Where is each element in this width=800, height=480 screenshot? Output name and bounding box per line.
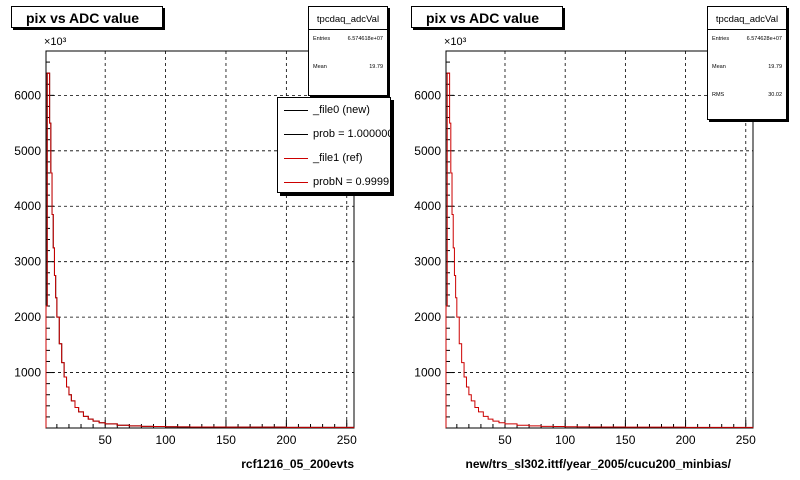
y-tick-label: 4000	[14, 199, 41, 213]
left-stats-entries-label: Entries	[313, 36, 331, 42]
legend-entry-prob: prob = 1.000000	[278, 122, 390, 146]
x-tick-label: 200	[276, 433, 296, 447]
x-tick-label: 250	[736, 433, 756, 447]
right-stats-entries-label: Entries	[712, 36, 730, 42]
x-tick-label: 50	[498, 433, 512, 447]
left-plot-title-text: pix vs ADC value	[26, 10, 140, 26]
x-tick-label: 50	[99, 433, 113, 447]
right-stats-mean: Mean 19.79	[708, 58, 786, 86]
left-stats-box: tpcdaq_adcVal Entries 6.574618e+07 Mean …	[308, 6, 388, 96]
left-stats-entries: Entries 6.574618e+07	[309, 30, 387, 58]
left-x-axis-title: rcf1216_05_200evts	[241, 457, 354, 471]
y-tick-label: 5000	[414, 144, 441, 158]
right-stats-rms-label: RMS	[712, 92, 725, 98]
left-stats-mean: Mean 19.79	[309, 58, 387, 86]
right-stats-entries-value: 6.574628e+07	[746, 36, 782, 42]
left-stats-mean-value: 19.79	[369, 64, 383, 70]
x-tick-label: 150	[216, 433, 236, 447]
y-tick-label: 4000	[414, 199, 441, 213]
legend-label-probn: probN = 0.999910	[313, 176, 390, 188]
right-stats-mean-label: Mean	[712, 64, 726, 70]
legend-line-file0	[284, 109, 308, 111]
legend-entry-file0: _file0 (new)	[278, 98, 390, 122]
right-plot-title: pix vs ADC value	[411, 6, 563, 28]
left-stats-entries-value: 6.574618e+07	[347, 36, 383, 42]
x-tick-label: 150	[615, 433, 635, 447]
legend-line-probn	[284, 181, 308, 183]
legend-label-prob: prob = 1.000000	[313, 128, 391, 140]
legend-line-file1	[284, 157, 308, 159]
right-x-axis-title: new/trs_sl302.ittf/year_2005/cucu200_min…	[466, 457, 731, 471]
left-stats-mean-label: Mean	[313, 64, 327, 70]
legend-label-file1: _file1 (ref)	[313, 152, 363, 164]
left-x-axis-title-text: rcf1216_05_200evts	[241, 457, 354, 471]
right-stats-name: tpcdaq_adcVal	[708, 7, 786, 30]
legend-entry-probn: probN = 0.999910	[278, 170, 390, 192]
y-multiplier-label: ×10³	[444, 36, 467, 48]
right-plot-title-text: pix vs ADC value	[426, 10, 540, 26]
y-tick-label: 6000	[414, 88, 441, 102]
right-stats-entries: Entries 6.574628e+07	[708, 30, 786, 58]
y-tick-label: 1000	[14, 366, 41, 380]
right-stats-rms: RMS 30.02	[708, 86, 786, 114]
x-tick-label: 100	[156, 433, 176, 447]
x-tick-label: 250	[337, 433, 357, 447]
right-histogram: 1000 2000 3000 4000 5000 6000 50 100 150 200 250 ×1…	[414, 36, 756, 447]
legend-entry-file1: _file1 (ref)	[278, 146, 390, 170]
right-stats-box: tpcdaq_adcVal Entries 6.574628e+07 Mean …	[707, 6, 787, 120]
right-stats-rms-value: 30.02	[768, 92, 782, 98]
y-tick-label: 3000	[414, 255, 441, 269]
histogram-series-line	[45, 72, 355, 428]
legend-line-prob	[284, 133, 308, 135]
right-stats-mean-value: 19.79	[768, 64, 782, 70]
histogram-series-line	[445, 72, 754, 428]
y-tick-label: 1000	[414, 366, 441, 380]
x-tick-label: 100	[555, 433, 575, 447]
y-tick-label: 3000	[14, 255, 41, 269]
left-plot-title: pix vs ADC value	[11, 6, 163, 28]
legend-label-file0: _file0 (new)	[313, 104, 370, 116]
right-x-axis-title-text: new/trs_sl302.ittf/year_2005/cucu200_min…	[465, 457, 731, 471]
y-tick-label: 6000	[14, 88, 41, 102]
left-legend: _file0 (new) prob = 1.000000 _file1 (ref…	[277, 97, 391, 193]
x-tick-label: 200	[676, 433, 696, 447]
left-stats-name: tpcdaq_adcVal	[309, 7, 387, 30]
y-multiplier-label: ×10³	[44, 36, 67, 48]
y-tick-label: 2000	[14, 310, 41, 324]
y-tick-label: 2000	[414, 310, 441, 324]
y-tick-label: 5000	[14, 144, 41, 158]
